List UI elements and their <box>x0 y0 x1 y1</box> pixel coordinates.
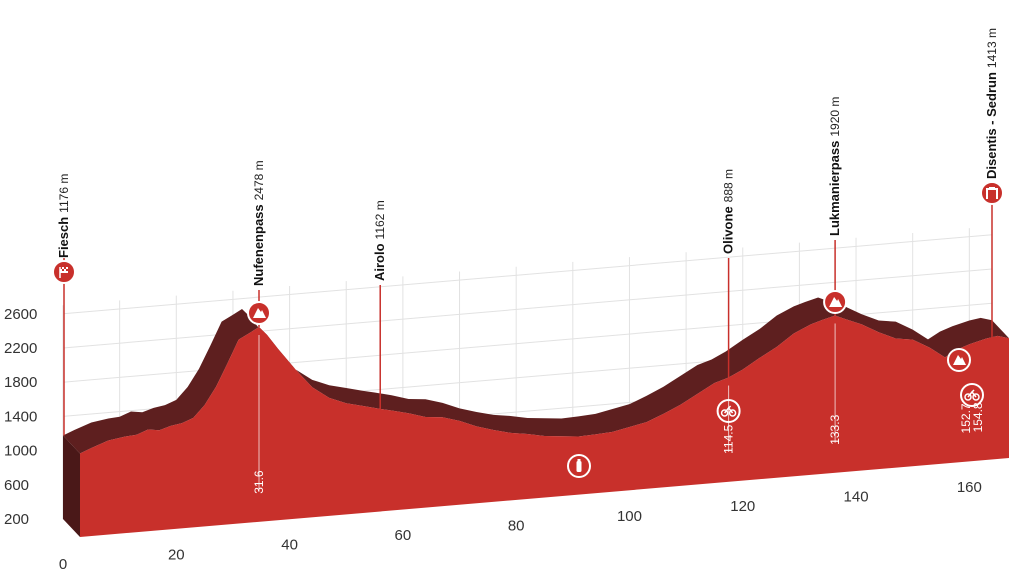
mountain-icon <box>947 348 971 372</box>
waypoint-airolo: Airolo 1162 m <box>372 200 387 409</box>
marker-feed-zone-icon <box>567 454 591 478</box>
waypoint-fiesch: Fiesch 1176 m <box>52 174 76 436</box>
waypoint-name: Olivone <box>721 206 736 254</box>
y-tick-label: 1000 <box>4 443 37 460</box>
waypoint-altitude: 1413 m <box>985 28 999 68</box>
marker-km-label: 154.8 <box>971 402 985 432</box>
y-tick-label: 2600 <box>4 306 37 323</box>
y-tick-label: 200 <box>4 511 29 528</box>
profile-front-face <box>80 315 1009 537</box>
y-axis: 200 600 1000 1400 1800 2200 2600 <box>4 306 37 528</box>
bike-icon <box>960 383 984 407</box>
y-tick-label: 1400 <box>4 408 37 425</box>
marker-km-label: 152.7 <box>959 403 973 433</box>
waypoint-altitude: 1920 m <box>828 97 842 137</box>
finish-icon <box>980 181 1004 205</box>
waypoint-label: Olivone 888 m <box>721 169 736 254</box>
x-tick-label: 140 <box>844 489 869 506</box>
x-tick-label: 80 <box>508 517 525 534</box>
mountain-icon <box>823 290 848 314</box>
profile-left-side <box>63 435 80 537</box>
waypoint-altitude: 2478 m <box>252 160 266 200</box>
feed-zone-icon <box>567 454 591 478</box>
x-tick-label: 120 <box>730 498 755 515</box>
x-tick-label: 20 <box>168 546 185 563</box>
waypoint-name: Disentis - Sedrun <box>984 72 999 179</box>
x-tick-label: 0 <box>59 556 67 573</box>
y-tick-label: 1800 <box>4 374 37 391</box>
mountain-icon <box>247 301 272 325</box>
marker-bike-icon: 154.8 <box>960 383 985 432</box>
marker-mountain-icon: 152.7 <box>947 348 973 433</box>
x-tick-label: 160 <box>957 479 982 496</box>
waypoint-name: Airolo <box>372 243 387 281</box>
x-tick-label: 100 <box>617 508 642 525</box>
waypoint-nufenenpass: Nufenenpass2478 m31.6 <box>247 160 272 494</box>
profile-top-surface <box>63 297 1009 454</box>
waypoint-name: Lukmanierpass <box>827 141 842 236</box>
waypoint-altitude: 888 m <box>722 169 736 202</box>
waypoint-name: Nufenenpass <box>251 204 266 286</box>
grid-line-horizontal <box>62 234 993 315</box>
waypoint-name: Fiesch <box>56 217 71 258</box>
waypoint-disentis-sedrun: Disentis - Sedrun 1413 m <box>980 28 1004 339</box>
waypoint-label: Lukmanierpass 1920 m <box>827 97 842 236</box>
waypoint-label: Nufenenpass 2478 m <box>251 160 266 286</box>
waypoint-label: Disentis - Sedrun 1413 m <box>984 28 999 179</box>
x-axis: 0 20 40 60 80 100 120 140 160 <box>59 479 982 573</box>
y-tick-label: 600 <box>4 477 29 494</box>
y-tick-label: 2200 <box>4 340 37 357</box>
x-tick-label: 40 <box>281 537 298 554</box>
start-flag-icon <box>52 260 76 284</box>
x-tick-label: 60 <box>395 527 412 544</box>
waypoint-label: Airolo 1162 m <box>372 200 387 281</box>
elevation-profile <box>63 297 1009 537</box>
waypoint-altitude: 1162 m <box>373 200 387 239</box>
waypoint-label: Fiesch 1176 m <box>56 174 71 258</box>
waypoint-altitude: 1176 m <box>57 174 71 213</box>
